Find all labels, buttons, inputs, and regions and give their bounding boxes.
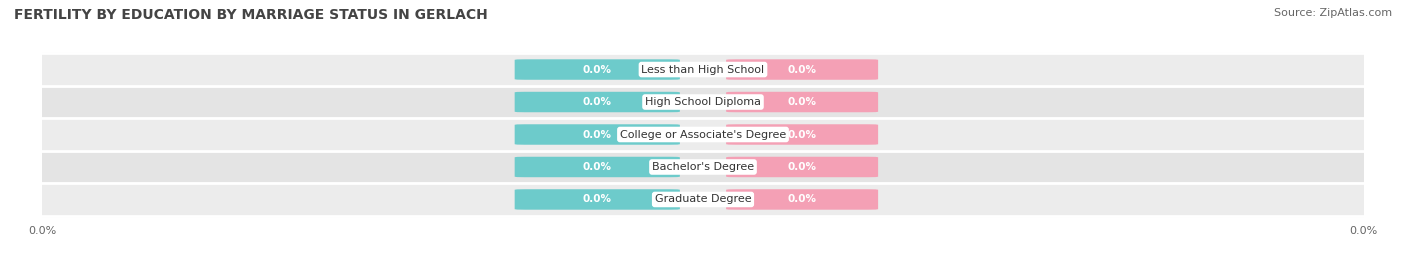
- Text: Bachelor's Degree: Bachelor's Degree: [652, 162, 754, 172]
- FancyBboxPatch shape: [725, 92, 879, 112]
- Text: High School Diploma: High School Diploma: [645, 97, 761, 107]
- FancyBboxPatch shape: [515, 189, 681, 210]
- Text: Graduate Degree: Graduate Degree: [655, 194, 751, 204]
- Bar: [42, 118, 1364, 151]
- FancyBboxPatch shape: [515, 59, 681, 80]
- Text: Less than High School: Less than High School: [641, 65, 765, 75]
- Text: College or Associate's Degree: College or Associate's Degree: [620, 129, 786, 140]
- Bar: [42, 183, 1364, 216]
- FancyBboxPatch shape: [725, 124, 879, 145]
- FancyBboxPatch shape: [515, 157, 681, 177]
- Text: 0.0%: 0.0%: [787, 97, 817, 107]
- Text: FERTILITY BY EDUCATION BY MARRIAGE STATUS IN GERLACH: FERTILITY BY EDUCATION BY MARRIAGE STATU…: [14, 8, 488, 22]
- Text: 0.0%: 0.0%: [582, 162, 612, 172]
- FancyBboxPatch shape: [725, 59, 879, 80]
- Text: 0.0%: 0.0%: [582, 65, 612, 75]
- Text: 0.0%: 0.0%: [787, 129, 817, 140]
- Text: 0.0%: 0.0%: [787, 162, 817, 172]
- FancyBboxPatch shape: [515, 92, 681, 112]
- Text: 0.0%: 0.0%: [787, 65, 817, 75]
- Text: 0.0%: 0.0%: [582, 129, 612, 140]
- FancyBboxPatch shape: [725, 157, 879, 177]
- Text: 0.0%: 0.0%: [582, 97, 612, 107]
- FancyBboxPatch shape: [725, 189, 879, 210]
- Bar: [42, 53, 1364, 86]
- Text: 0.0%: 0.0%: [582, 194, 612, 204]
- Bar: [42, 151, 1364, 183]
- Text: Source: ZipAtlas.com: Source: ZipAtlas.com: [1274, 8, 1392, 18]
- Bar: [42, 86, 1364, 118]
- FancyBboxPatch shape: [515, 124, 681, 145]
- Text: 0.0%: 0.0%: [787, 194, 817, 204]
